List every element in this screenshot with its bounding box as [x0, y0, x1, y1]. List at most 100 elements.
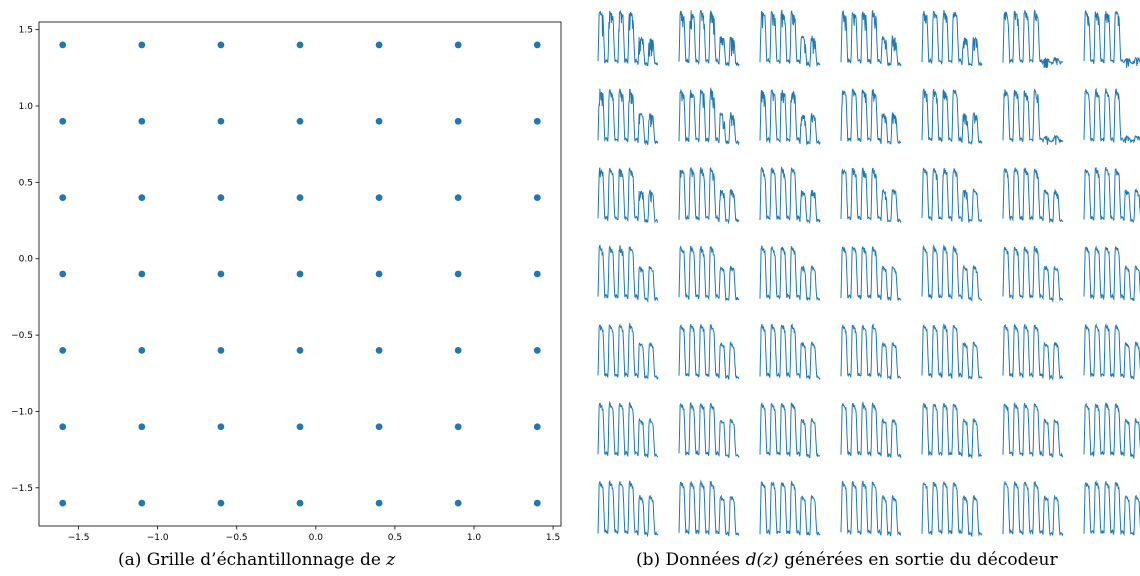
scatter-point: [454, 423, 462, 431]
decoded-trace: [678, 167, 740, 225]
decoded-trace: [1083, 166, 1140, 223]
decoded-trace: [1002, 480, 1064, 537]
decoded-trace: [1083, 245, 1140, 302]
scatter-point: [454, 499, 462, 507]
scatter-point: [533, 117, 541, 125]
decoded-trace: [759, 245, 821, 301]
scatter-point: [454, 117, 462, 125]
scatter-point: [296, 423, 304, 431]
scatter-point: [296, 499, 304, 507]
scatter-point: [217, 499, 225, 507]
y-tick-label: −1.5: [11, 484, 33, 494]
scatter-point: [375, 41, 383, 49]
decoded-trace: [759, 166, 821, 225]
decoded-trace: [1083, 322, 1140, 380]
decoded-trace: [1083, 402, 1140, 460]
scatter-point: [454, 270, 462, 278]
scatter-point: [375, 346, 383, 354]
scatter-point: [59, 423, 67, 431]
scatter-point: [533, 194, 541, 202]
caption-b-variable: d(z): [745, 550, 779, 570]
scatter-point: [217, 423, 225, 431]
decoded-trace: [759, 9, 821, 68]
decoded-trace: [921, 167, 983, 224]
y-tick-label: 1.0: [19, 102, 34, 112]
decoded-trace: [1083, 480, 1140, 537]
decoded-trace: [840, 88, 902, 145]
y-tick-label: 0.0: [19, 255, 34, 265]
x-tick-label: 1.0: [467, 533, 482, 543]
scatter-axes-frame: [38, 21, 562, 527]
decoded-trace: [840, 480, 902, 537]
caption-sampling-grid: (a) Grille d’échantillonnage de z: [118, 550, 395, 570]
scatter-point: [138, 41, 146, 49]
decoded-trace: [678, 87, 740, 146]
decoded-trace: [759, 323, 821, 381]
scatter-point: [533, 499, 541, 507]
scatter-point: [296, 194, 304, 202]
scatter-point: [296, 270, 304, 278]
scatter-point: [138, 423, 146, 431]
scatter-point: [59, 194, 67, 202]
scatter-point: [59, 270, 67, 278]
decoded-trace: [678, 245, 740, 301]
decoded-trace: [678, 9, 740, 68]
scatter-point: [59, 346, 67, 354]
caption-b-prefix: (b) Données: [636, 550, 746, 570]
decoder-output-traces-grid: [597, 8, 1140, 538]
decoded-trace: [1002, 245, 1064, 303]
decoded-trace: [678, 402, 740, 459]
scatter-point: [533, 41, 541, 49]
scatter-point: [296, 41, 304, 49]
x-tick-label: 1.5: [546, 533, 560, 543]
caption-b-suffix: générées en sortie du décodeur: [778, 550, 1058, 570]
decoded-trace: [840, 167, 902, 224]
scatter-point: [533, 423, 541, 431]
scatter-point: [375, 117, 383, 125]
decoded-trace: [921, 481, 983, 537]
scatter-point: [217, 346, 225, 354]
scatter-point: [59, 41, 67, 49]
decoded-trace: [759, 480, 821, 536]
scatter-point: [217, 117, 225, 125]
y-tick-label: −1.0: [11, 407, 33, 417]
decoded-trace: [921, 402, 983, 460]
decoded-trace: [1002, 8, 1064, 69]
y-tick-label: 0.5: [19, 178, 33, 188]
scatter-point: [138, 499, 146, 507]
scatter-point: [533, 346, 541, 354]
y-tick-label: −0.5: [11, 331, 33, 341]
decoded-trace: [1083, 87, 1140, 144]
scatter-point: [138, 194, 146, 202]
scatter-point: [454, 346, 462, 354]
decoded-trace: [1083, 10, 1140, 69]
x-tick-label: −0.5: [226, 533, 248, 543]
decoded-trace: [921, 322, 983, 380]
decoded-trace: [921, 244, 982, 302]
caption-a-prefix: (a) Grille d’échantillonnage de: [118, 550, 387, 570]
x-tick-label: 0.0: [309, 533, 324, 543]
decoded-trace: [759, 89, 821, 146]
x-tick-label: 0.5: [388, 533, 402, 543]
scatter-point: [138, 346, 146, 354]
caption-a-variable: z: [386, 550, 396, 570]
decoded-trace: [840, 246, 902, 302]
scatter-point: [454, 41, 462, 49]
decoded-trace: [840, 401, 902, 459]
scatter-point: [217, 194, 225, 202]
decoded-trace: [597, 9, 659, 67]
decoded-trace: [597, 479, 659, 538]
scatter-point: [59, 117, 67, 125]
decoded-trace: [597, 88, 659, 146]
scatter-point: [375, 499, 383, 507]
scatter-point: [59, 499, 67, 507]
scatter-point: [138, 270, 146, 278]
scatter-point: [375, 423, 383, 431]
scatter-point: [296, 346, 304, 354]
x-tick-label: −1.5: [68, 533, 90, 543]
decoded-trace: [678, 479, 740, 537]
decoded-trace: [1002, 88, 1064, 145]
scatter-point: [217, 270, 225, 278]
sampling-grid-scatter-plot: −1.5 −1.0 −0.5 0.0 0.5 1.0 1.5 −1.5 −1.0 −0.5 0.0 0…: [11, 21, 562, 543]
decoded-trace: [597, 400, 659, 458]
